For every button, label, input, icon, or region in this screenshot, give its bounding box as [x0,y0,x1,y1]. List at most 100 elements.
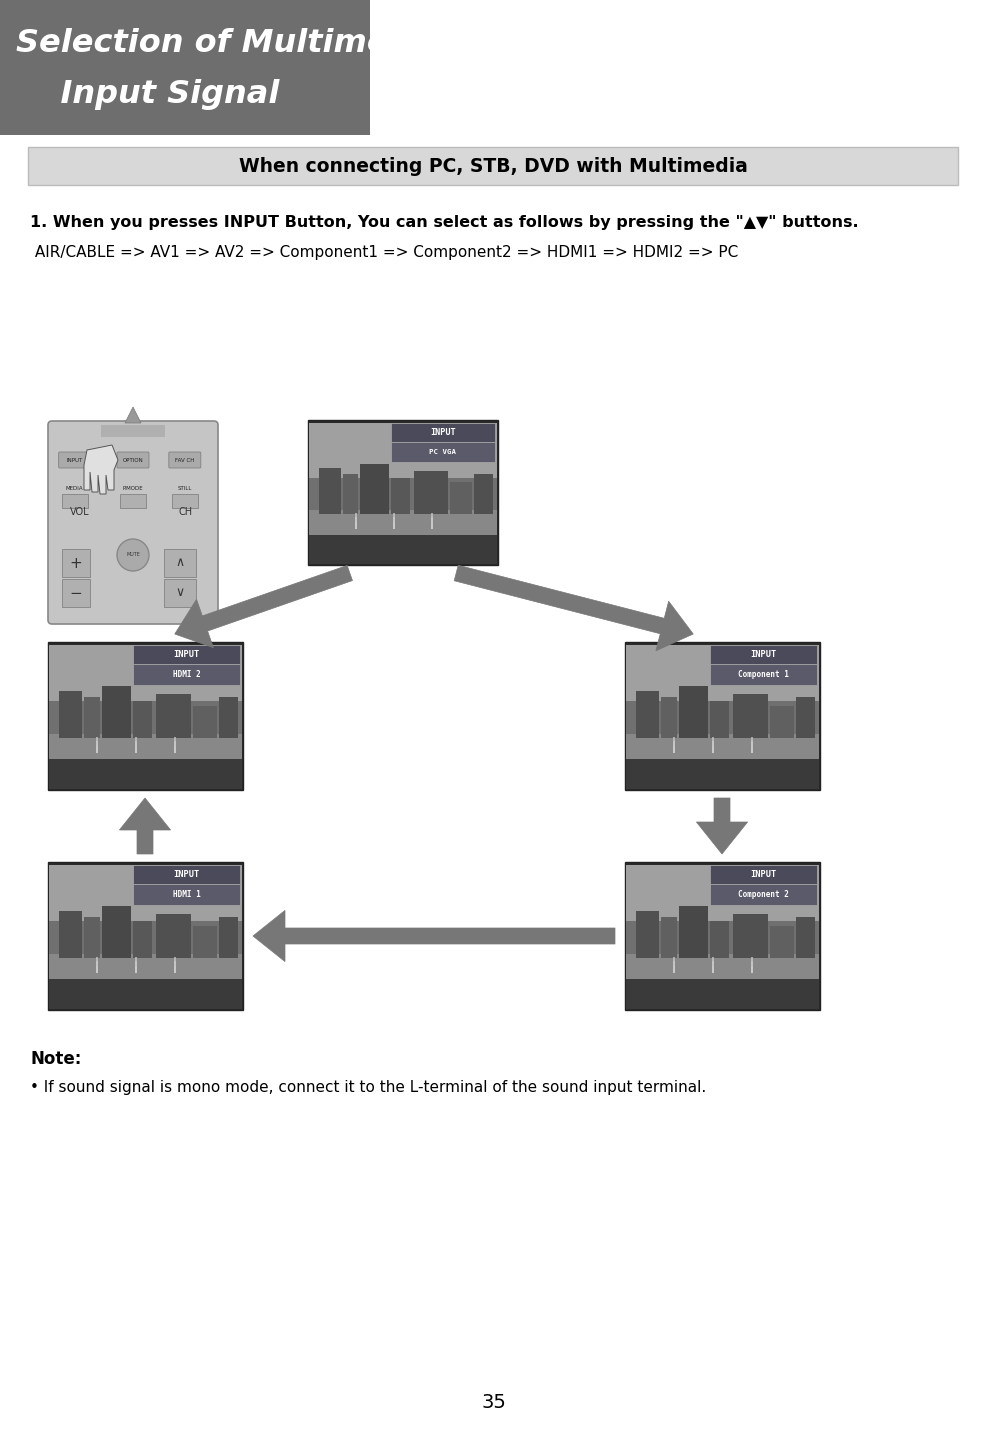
Polygon shape [120,798,171,854]
FancyBboxPatch shape [751,737,753,753]
FancyBboxPatch shape [355,513,357,528]
Text: MEDIA: MEDIA [66,485,84,491]
Text: MUTE: MUTE [126,553,140,557]
Text: +: + [69,556,82,570]
Text: INPUT: INPUT [750,649,777,660]
FancyBboxPatch shape [132,664,240,685]
FancyBboxPatch shape [96,956,98,973]
FancyBboxPatch shape [48,863,243,1009]
Text: CH: CH [179,507,193,517]
FancyBboxPatch shape [96,960,98,973]
FancyBboxPatch shape [102,906,130,958]
FancyBboxPatch shape [733,914,769,958]
Text: INPUT: INPUT [750,870,777,878]
Text: ∨: ∨ [176,586,185,599]
FancyBboxPatch shape [101,425,165,436]
FancyBboxPatch shape [733,694,769,739]
FancyBboxPatch shape [318,468,341,514]
FancyBboxPatch shape [102,687,130,739]
Text: −: − [69,586,82,600]
FancyBboxPatch shape [673,956,675,973]
FancyBboxPatch shape [431,517,433,528]
FancyBboxPatch shape [711,737,713,753]
FancyBboxPatch shape [62,549,90,577]
FancyBboxPatch shape [450,482,472,514]
FancyBboxPatch shape [134,956,136,973]
FancyBboxPatch shape [84,697,100,739]
FancyBboxPatch shape [771,926,793,958]
FancyBboxPatch shape [194,926,216,958]
Text: AIR/CABLE => AV1 => AV2 => Component1 => Component2 => HDMI1 => HDMI2 => PC: AIR/CABLE => AV1 => AV2 => Component1 =>… [30,245,738,261]
FancyBboxPatch shape [134,737,136,753]
FancyBboxPatch shape [156,914,192,958]
FancyBboxPatch shape [174,737,176,753]
Text: P.MODE: P.MODE [123,485,143,491]
FancyBboxPatch shape [679,906,707,958]
FancyBboxPatch shape [218,697,238,739]
FancyBboxPatch shape [96,737,98,753]
FancyBboxPatch shape [48,642,243,791]
Polygon shape [125,408,141,423]
FancyBboxPatch shape [673,966,675,973]
Text: • If sound signal is mono mode, connect it to the L-terminal of the sound input : • If sound signal is mono mode, connect … [30,1080,706,1094]
FancyBboxPatch shape [96,966,98,973]
FancyBboxPatch shape [625,863,820,1009]
FancyBboxPatch shape [635,691,659,739]
FancyBboxPatch shape [96,742,98,753]
Text: Selection of Multimedia: Selection of Multimedia [16,29,445,59]
FancyBboxPatch shape [711,742,713,753]
FancyBboxPatch shape [49,953,242,984]
FancyBboxPatch shape [709,865,817,884]
FancyBboxPatch shape [218,917,238,958]
FancyBboxPatch shape [635,912,659,958]
Polygon shape [253,910,615,962]
FancyBboxPatch shape [134,746,136,753]
FancyBboxPatch shape [673,746,675,753]
Text: STILL: STILL [178,485,192,491]
FancyBboxPatch shape [309,510,497,539]
FancyBboxPatch shape [164,579,196,608]
FancyBboxPatch shape [626,922,819,958]
FancyBboxPatch shape [58,691,82,739]
Text: VOL: VOL [70,507,90,517]
FancyBboxPatch shape [194,706,216,739]
FancyBboxPatch shape [84,917,100,958]
FancyBboxPatch shape [172,494,198,508]
FancyBboxPatch shape [626,701,819,739]
FancyBboxPatch shape [134,960,136,973]
FancyBboxPatch shape [751,956,753,973]
FancyBboxPatch shape [390,423,495,442]
FancyBboxPatch shape [751,742,753,753]
FancyBboxPatch shape [174,742,176,753]
FancyBboxPatch shape [709,884,817,904]
FancyBboxPatch shape [0,0,370,135]
FancyBboxPatch shape [709,701,729,739]
FancyBboxPatch shape [174,960,176,973]
FancyBboxPatch shape [711,960,713,973]
FancyBboxPatch shape [355,517,357,528]
FancyBboxPatch shape [474,474,493,514]
FancyBboxPatch shape [132,701,152,739]
FancyBboxPatch shape [661,697,677,739]
FancyBboxPatch shape [392,517,394,528]
FancyBboxPatch shape [132,884,240,904]
FancyBboxPatch shape [711,966,713,973]
FancyBboxPatch shape [49,734,242,763]
FancyBboxPatch shape [390,442,495,462]
FancyBboxPatch shape [751,746,753,753]
FancyBboxPatch shape [169,452,201,468]
FancyBboxPatch shape [28,147,958,184]
FancyBboxPatch shape [392,521,394,528]
FancyBboxPatch shape [626,759,819,789]
FancyBboxPatch shape [309,423,497,485]
FancyBboxPatch shape [308,420,498,564]
FancyBboxPatch shape [795,917,815,958]
FancyBboxPatch shape [661,917,677,958]
Text: OPTION: OPTION [123,458,143,462]
Text: 35: 35 [481,1392,507,1413]
FancyBboxPatch shape [49,979,242,1009]
Text: HDMI 1: HDMI 1 [173,890,201,899]
FancyBboxPatch shape [132,922,152,958]
FancyBboxPatch shape [132,865,240,884]
FancyBboxPatch shape [795,697,815,739]
